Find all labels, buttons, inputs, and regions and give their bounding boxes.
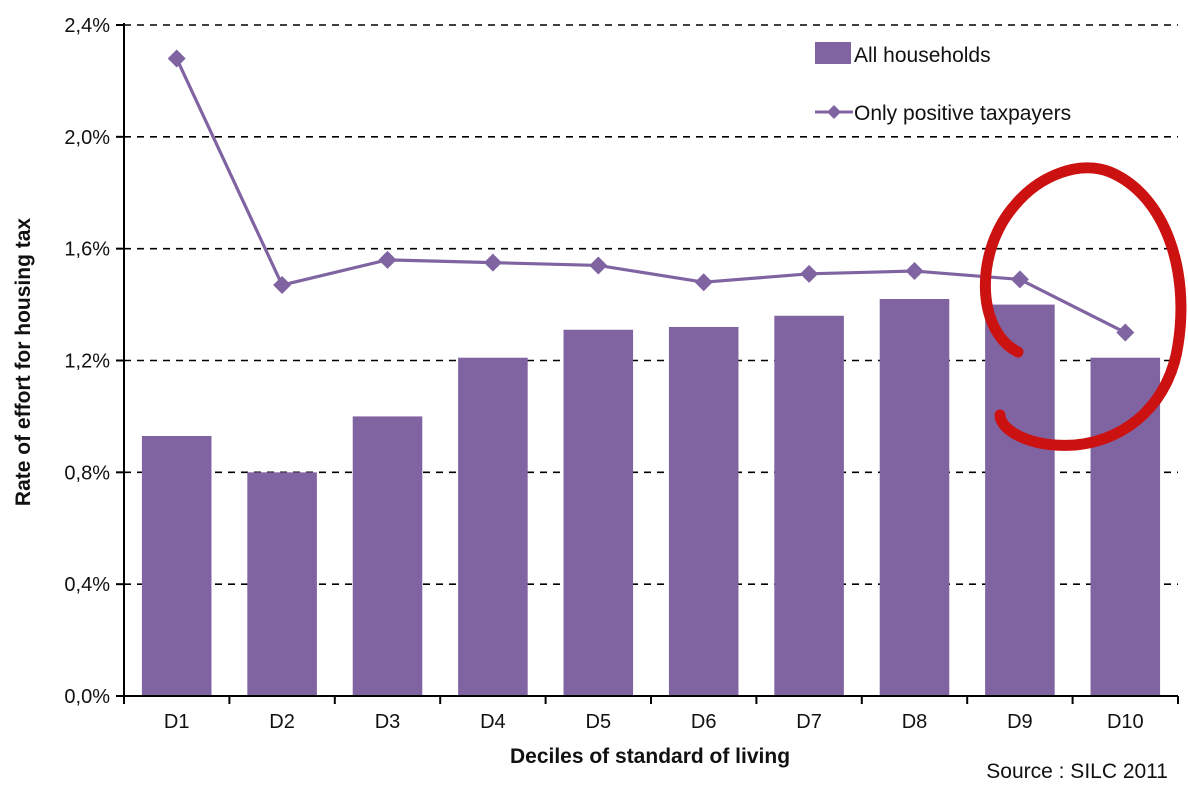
- x-tick-labels: D1 D2 D3 D4 D5 D6 D7 D8 D9 D10: [164, 711, 1144, 733]
- bar-d8: [879, 298, 950, 696]
- bar-d9: [985, 304, 1055, 696]
- legend: All households Only positive taxpayers: [815, 42, 1071, 125]
- red-circle-annotation: [979, 162, 1187, 451]
- point-d9: [1010, 270, 1029, 289]
- x-tick-label: D10: [1107, 711, 1144, 733]
- axes: [116, 23, 1179, 704]
- y-tick-label: 0,8%: [64, 462, 110, 484]
- bar-d3: [352, 416, 423, 696]
- bar-d1: [141, 435, 212, 696]
- point-d7: [800, 264, 819, 283]
- x-tick-label: D9: [1007, 711, 1033, 733]
- line-series-only-positive-taxpayers: [167, 49, 1135, 342]
- y-tick-label: 2,4%: [64, 15, 110, 37]
- y-tick-label: 0,0%: [64, 686, 110, 708]
- point-d6: [694, 273, 713, 292]
- x-tick-label: D7: [796, 711, 822, 733]
- y-tick-labels: 0,0% 0,4% 0,8% 1,2% 1,6% 2,0% 2,4%: [64, 15, 110, 708]
- bar-d6: [668, 326, 739, 696]
- point-d2: [273, 276, 292, 295]
- point-d4: [483, 253, 502, 272]
- x-tick-label: D6: [691, 711, 717, 733]
- legend-label-all-households: All households: [854, 44, 991, 67]
- point-d10: [1116, 323, 1135, 342]
- x-tick-label: D2: [269, 711, 295, 733]
- bar-series-all-households: [141, 298, 1161, 696]
- bar-d4: [458, 357, 528, 696]
- bar-d5: [563, 329, 634, 696]
- source-note: Source : SILC 2011: [986, 760, 1168, 780]
- y-axis-title: Rate of effort for housing tax: [12, 218, 35, 506]
- point-d3: [378, 250, 397, 269]
- legend-label-only-positive-taxpayers: Only positive taxpayers: [854, 102, 1071, 125]
- x-tick-label: D3: [375, 711, 401, 733]
- x-tick-label: D8: [902, 711, 928, 733]
- point-d5: [589, 256, 608, 275]
- y-tick-label: 1,6%: [64, 239, 110, 261]
- x-tick-label: D1: [164, 711, 190, 733]
- legend-swatch-all-households: [815, 42, 851, 64]
- y-tick-label: 2,0%: [64, 127, 110, 149]
- x-tick-label: D4: [480, 711, 506, 733]
- series-line-only-positive-taxpayers: [175, 57, 1127, 334]
- bar-d7: [774, 315, 844, 696]
- bar-d2: [247, 472, 317, 696]
- legend-marker-only-positive-taxpayers: [827, 105, 841, 119]
- y-tick-label: 1,2%: [64, 351, 110, 373]
- y-tick-label: 0,4%: [64, 574, 110, 596]
- point-d1: [167, 49, 186, 68]
- x-tick-label: D5: [586, 711, 612, 733]
- x-axis-title: Deciles of standard of living: [510, 745, 790, 768]
- point-d8: [905, 262, 924, 281]
